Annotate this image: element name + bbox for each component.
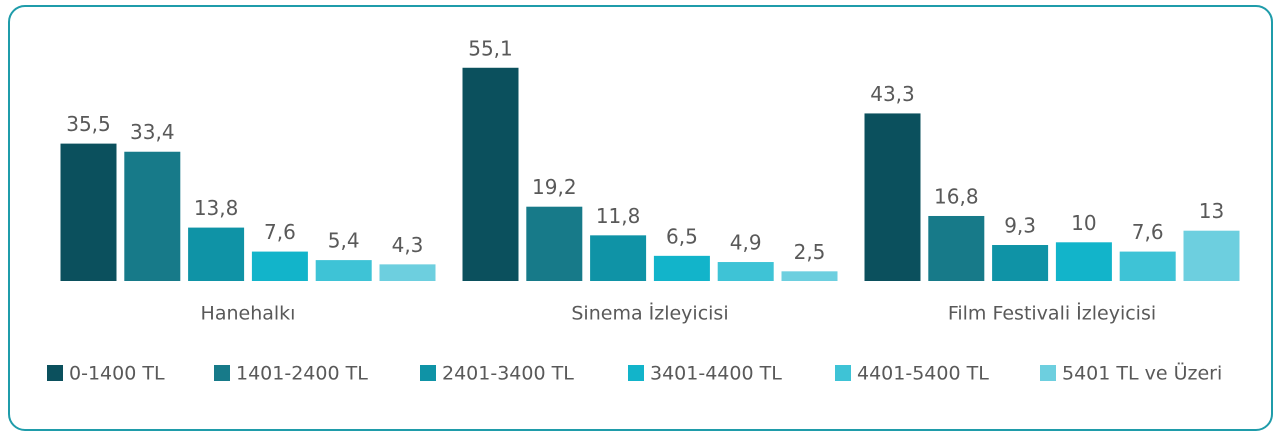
data-label: 11,8 [596, 204, 641, 228]
bar [864, 113, 921, 281]
legend-swatch [420, 365, 436, 381]
bar [124, 151, 181, 281]
legend-label: 2401-3400 TL [442, 363, 574, 385]
legend-swatch [214, 365, 230, 381]
bar [251, 251, 308, 281]
data-label: 5,4 [328, 229, 360, 253]
data-label: 4,3 [392, 233, 424, 257]
data-label: 6,5 [666, 224, 698, 248]
frame [8, 5, 1273, 431]
bar [379, 264, 436, 281]
bar [717, 262, 774, 281]
legend-label: 3401-4400 TL [650, 363, 782, 385]
data-label: 7,6 [1132, 220, 1164, 244]
bar [1119, 251, 1176, 281]
data-label: 19,2 [532, 175, 577, 199]
data-label: 2,5 [794, 240, 826, 264]
legend-swatch [835, 365, 851, 381]
bar [992, 245, 1049, 281]
data-label: 4,9 [730, 231, 762, 255]
data-label: 16,8 [934, 184, 979, 208]
data-label: 55,1 [468, 36, 513, 60]
data-label: 13,8 [194, 196, 239, 220]
data-label: 13 [1199, 199, 1224, 223]
bar [462, 67, 519, 281]
category-label: Film Festivali İzleyicisi [948, 302, 1156, 325]
bar [1183, 230, 1240, 281]
data-label: 33,4 [130, 120, 175, 144]
bar [653, 255, 710, 281]
legend-label: 5401 TL ve Üzeri [1062, 362, 1222, 385]
bar [1055, 242, 1112, 281]
legend-swatch [628, 365, 644, 381]
data-label: 10 [1071, 211, 1096, 235]
data-label: 35,5 [66, 112, 111, 136]
data-label: 7,6 [264, 220, 296, 244]
legend-label: 0-1400 TL [69, 363, 165, 385]
data-label: 9,3 [1004, 214, 1036, 238]
bar [928, 215, 985, 281]
bar [590, 235, 647, 281]
legend-swatch [1040, 365, 1056, 381]
bar [188, 227, 245, 281]
legend-swatch [47, 365, 63, 381]
legend-label: 1401-2400 TL [236, 363, 368, 385]
category-label: Sinema İzleyicisi [571, 302, 728, 325]
category-label: Hanehalkı [201, 303, 296, 325]
data-label: 43,3 [870, 82, 915, 106]
bar [526, 206, 583, 281]
bar [60, 143, 117, 281]
legend-label: 4401-5400 TL [857, 363, 989, 385]
bar [315, 260, 372, 281]
bar [781, 271, 838, 281]
